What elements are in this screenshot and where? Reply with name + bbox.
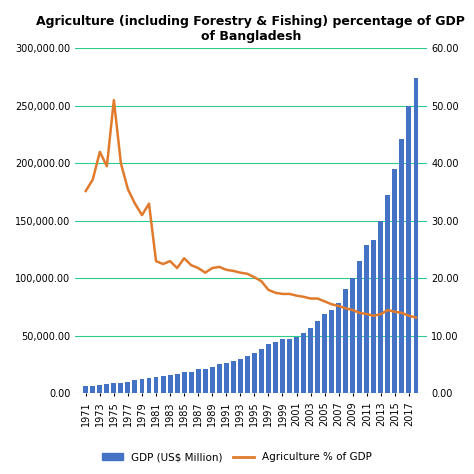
Agriculture % of GDP	[153, 258, 159, 264]
Agriculture % of GDP	[245, 271, 250, 277]
Bar	[315, 321, 320, 393]
Agriculture % of GDP	[181, 255, 187, 261]
Agriculture % of GDP	[237, 270, 243, 275]
Agriculture % of GDP	[308, 296, 313, 301]
Agriculture % of GDP	[378, 311, 383, 317]
Agriculture % of GDP	[385, 307, 391, 313]
Agriculture % of GDP	[146, 201, 152, 207]
Agriculture % of GDP	[329, 301, 335, 307]
Title: Agriculture (including Forestry & Fishing) percentage of GDP
of Bangladesh: Agriculture (including Forestry & Fishin…	[36, 15, 465, 43]
Bar	[252, 353, 257, 393]
Bar	[259, 349, 264, 393]
Line: Agriculture % of GDP: Agriculture % of GDP	[86, 100, 416, 318]
Bar	[83, 386, 88, 393]
Agriculture % of GDP	[132, 201, 138, 207]
Agriculture % of GDP	[301, 294, 306, 300]
Agriculture % of GDP	[280, 291, 285, 297]
Bar	[104, 384, 109, 393]
Bar	[378, 221, 383, 393]
Bar	[182, 372, 187, 393]
Agriculture % of GDP	[210, 265, 215, 271]
Agriculture % of GDP	[259, 278, 264, 284]
Agriculture % of GDP	[252, 274, 257, 280]
Bar	[336, 302, 341, 393]
Agriculture % of GDP	[357, 310, 363, 316]
Bar	[189, 372, 193, 393]
Bar	[238, 359, 243, 393]
Bar	[365, 246, 369, 393]
Bar	[407, 106, 411, 393]
Bar	[231, 361, 236, 393]
Bar	[203, 368, 208, 393]
Bar	[168, 375, 173, 393]
Agriculture % of GDP	[195, 265, 201, 271]
Bar	[322, 313, 327, 393]
Bar	[133, 380, 137, 393]
Bar	[385, 194, 390, 393]
Bar	[301, 333, 306, 393]
Agriculture % of GDP	[111, 97, 117, 103]
Agriculture % of GDP	[322, 299, 328, 304]
Bar	[161, 376, 165, 393]
Legend: GDP (US$ Million), Agriculture % of GDP: GDP (US$ Million), Agriculture % of GDP	[98, 448, 376, 466]
Agriculture % of GDP	[265, 287, 271, 293]
Bar	[174, 374, 180, 393]
Agriculture % of GDP	[392, 309, 398, 315]
Bar	[111, 383, 116, 393]
Bar	[126, 382, 130, 393]
Agriculture % of GDP	[167, 258, 173, 264]
Bar	[273, 342, 278, 393]
Agriculture % of GDP	[413, 315, 419, 320]
Bar	[266, 344, 271, 393]
Agriculture % of GDP	[273, 290, 278, 296]
Agriculture % of GDP	[90, 177, 96, 182]
Bar	[392, 169, 397, 393]
Bar	[139, 379, 145, 393]
Bar	[97, 385, 102, 393]
Agriculture % of GDP	[174, 265, 180, 271]
Bar	[210, 367, 215, 393]
Agriculture % of GDP	[230, 268, 236, 274]
Bar	[357, 261, 362, 393]
Agriculture % of GDP	[188, 262, 194, 268]
Agriculture % of GDP	[160, 261, 166, 267]
Bar	[329, 310, 334, 393]
Agriculture % of GDP	[104, 164, 109, 169]
Agriculture % of GDP	[315, 296, 320, 301]
Bar	[154, 377, 158, 393]
Bar	[217, 365, 222, 393]
Bar	[245, 356, 250, 393]
Agriculture % of GDP	[97, 149, 103, 155]
Bar	[146, 378, 152, 393]
Bar	[280, 339, 285, 393]
Agriculture % of GDP	[343, 305, 348, 311]
Bar	[308, 328, 313, 393]
Bar	[287, 339, 292, 393]
Bar	[400, 139, 404, 393]
Agriculture % of GDP	[139, 212, 145, 218]
Agriculture % of GDP	[83, 188, 89, 194]
Agriculture % of GDP	[399, 310, 405, 316]
Bar	[413, 78, 419, 393]
Bar	[196, 369, 201, 393]
Agriculture % of GDP	[202, 270, 208, 275]
Agriculture % of GDP	[350, 307, 356, 313]
Agriculture % of GDP	[287, 291, 292, 297]
Agriculture % of GDP	[125, 186, 131, 192]
Agriculture % of GDP	[406, 313, 412, 319]
Agriculture % of GDP	[294, 293, 300, 299]
Bar	[371, 240, 376, 393]
Bar	[294, 337, 299, 393]
Agriculture % of GDP	[223, 267, 229, 273]
Agriculture % of GDP	[364, 311, 370, 317]
Agriculture % of GDP	[118, 161, 124, 166]
Bar	[91, 386, 95, 393]
Bar	[118, 383, 123, 393]
Agriculture % of GDP	[336, 303, 342, 309]
Bar	[224, 363, 229, 393]
Agriculture % of GDP	[217, 264, 222, 270]
Bar	[350, 278, 355, 393]
Bar	[343, 289, 348, 393]
Agriculture % of GDP	[371, 313, 377, 319]
